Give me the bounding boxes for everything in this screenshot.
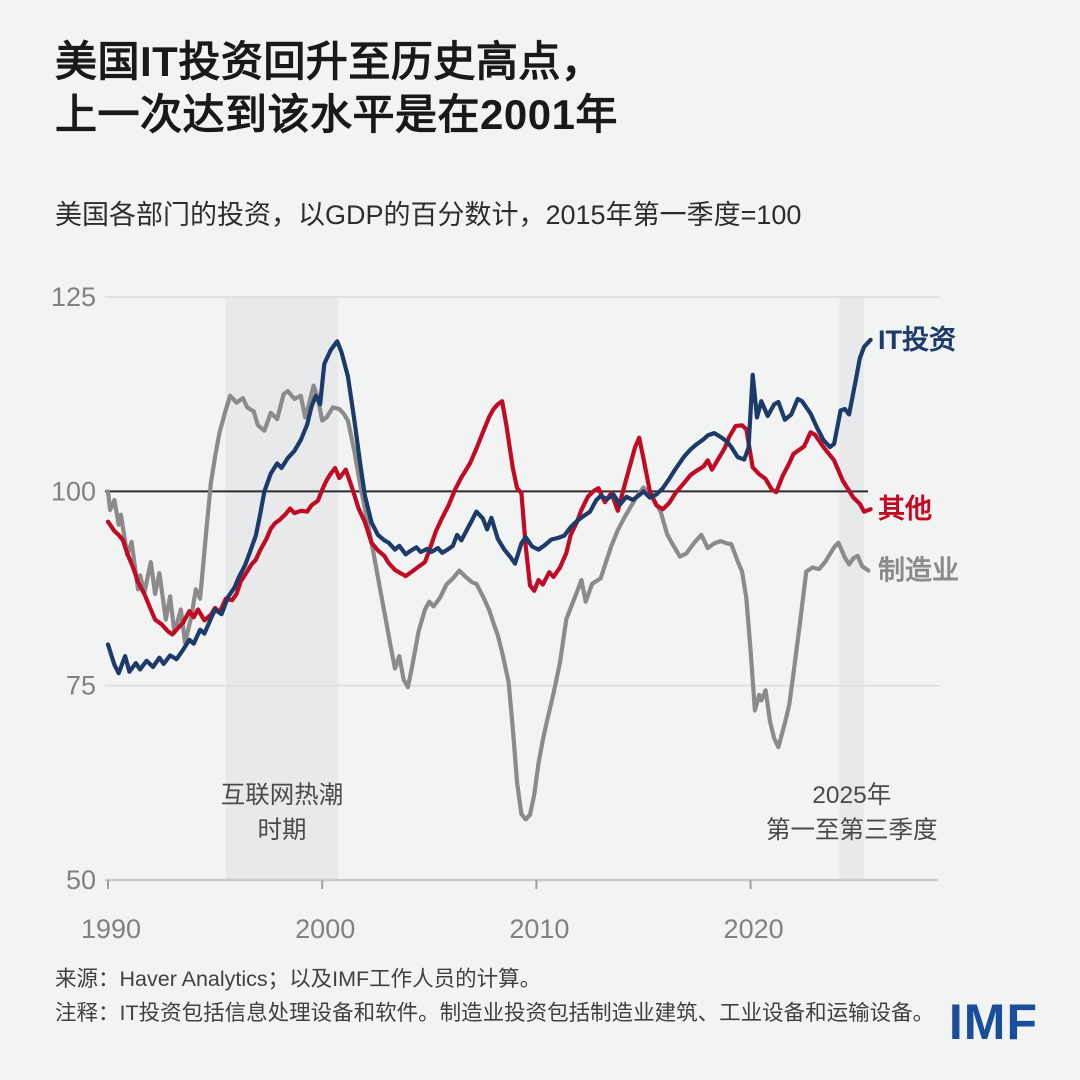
legend-label-IT投资: IT投资 bbox=[878, 325, 956, 355]
x-tick-label-2000: 2000 bbox=[295, 914, 355, 944]
chart-subtitle: 美国各部门的投资，以GDP的百分数计，2015年第一季度=100 bbox=[55, 200, 802, 230]
title-line-1: 美国IT投资回升至历史高点， bbox=[55, 38, 604, 85]
x-tick-label-1990: 1990 bbox=[81, 914, 141, 944]
note-text: 注释：IT投资包括信息处理设备和软件。制造业投资包括制造业建筑、工业设备和运输设… bbox=[55, 1001, 935, 1026]
series-line-制造业 bbox=[105, 383, 871, 822]
legend-label-制造业: 制造业 bbox=[878, 556, 959, 586]
band-label-internet-boom: 时期 bbox=[258, 816, 307, 844]
series-line-IT投资 bbox=[105, 337, 873, 676]
y-tick-label-75: 75 bbox=[66, 671, 96, 701]
band-label-2025-q1-q3: 第一至第三季度 bbox=[766, 816, 938, 844]
line-chart: 互联网热潮时期 2025年第一至第三季度 125 100 75 50 1990 2000 201… bbox=[0, 260, 1080, 960]
y-tick-label-50: 50 bbox=[66, 865, 96, 895]
source-text: 来源：Haver Analytics；以及IMF工作人员的计算。 bbox=[55, 967, 542, 991]
band-label-2025-q1-q3: 2025年 bbox=[812, 781, 891, 809]
legend-label-其他: 其他 bbox=[878, 494, 932, 524]
x-tick-label-2010: 2010 bbox=[509, 914, 569, 944]
y-tick-label-100: 100 bbox=[51, 476, 96, 506]
band-label-internet-boom: 互联网热潮 bbox=[221, 781, 344, 809]
chart-footer: 来源：Haver Analytics；以及IMF工作人员的计算。 注释：IT投资… bbox=[55, 962, 935, 1031]
x-tick-label-2020: 2020 bbox=[724, 914, 784, 944]
page-title: 美国IT投资回升至历史高点， 上一次达到该水平是在2001年 bbox=[55, 36, 618, 142]
y-tick-label-125: 125 bbox=[51, 282, 96, 312]
title-line-2: 上一次达到该水平是在2001年 bbox=[55, 90, 618, 138]
imf-logo: IMF bbox=[948, 994, 1038, 1050]
